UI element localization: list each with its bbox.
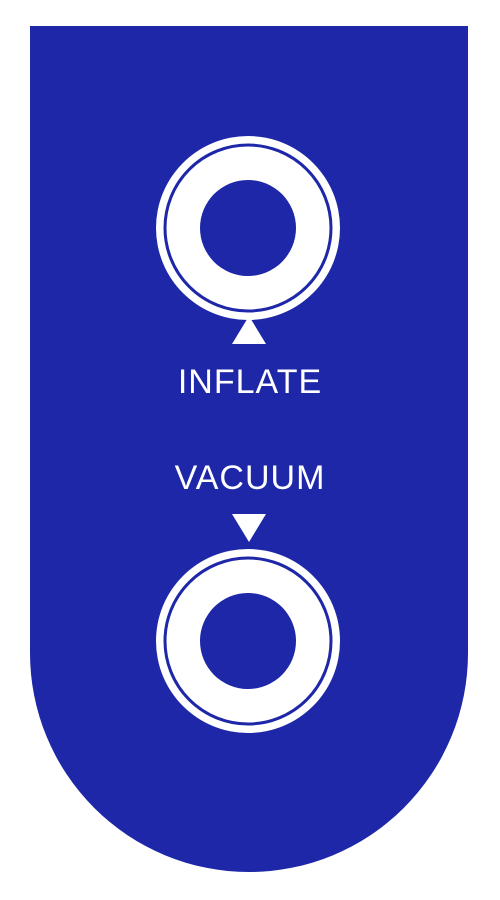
port-ring-icon bbox=[156, 549, 340, 733]
arrow-down-icon bbox=[232, 514, 266, 542]
vacuum-port-button[interactable] bbox=[155, 548, 341, 734]
port-ring-icon bbox=[156, 136, 340, 320]
arrow-up-icon bbox=[232, 316, 266, 344]
vacuum-label: VACUUM bbox=[174, 459, 326, 497]
inflate-label: INFLATE bbox=[177, 363, 323, 401]
inflate-port-button[interactable] bbox=[155, 135, 341, 321]
